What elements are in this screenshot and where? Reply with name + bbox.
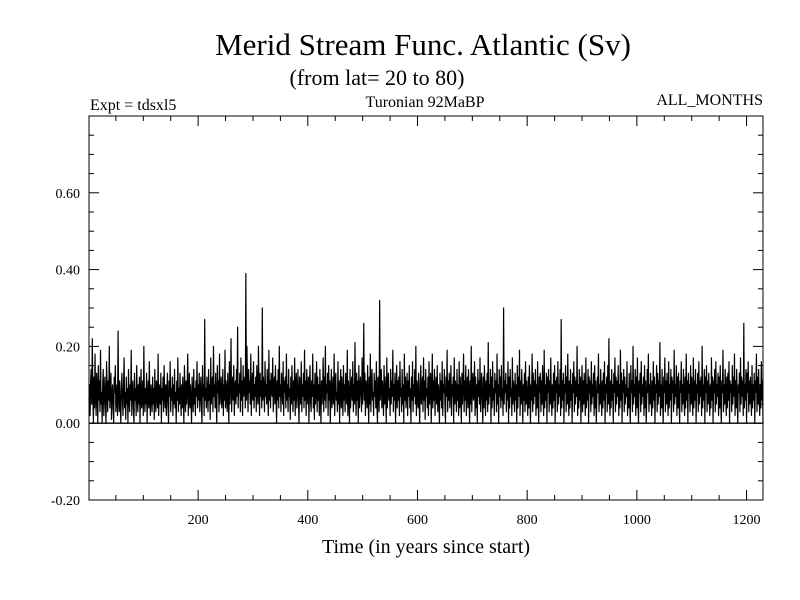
series-line — [88, 272, 764, 424]
y-tick-label: -0.20 — [51, 494, 80, 509]
x-tick-label: 600 — [407, 513, 428, 528]
chart-title: Merid Stream Func. Atlantic (Sv) — [215, 27, 631, 62]
chart-subtitle: (from lat= 20 to 80) — [290, 65, 465, 90]
x-tick-label: 200 — [188, 513, 209, 528]
y-tick-label: 0.20 — [56, 340, 81, 355]
x-tick-label: 1000 — [623, 513, 651, 528]
axis-ticks — [89, 116, 763, 500]
y-tick-label: 0.40 — [56, 264, 81, 279]
x-axis-label: Time (in years since start) — [322, 536, 530, 558]
axis-tick-labels: 200 400 600 800 1000 1200 -0.20 0.00 0.20 0.40 0.6… — [51, 187, 761, 528]
y-tick-label: 0.60 — [56, 187, 81, 202]
plot-frame — [88, 115, 764, 501]
x-tick-label: 400 — [297, 513, 318, 528]
x-tick-label: 1200 — [733, 513, 761, 528]
period-label: Turonian 92MaBP — [366, 94, 485, 111]
experiment-label: Expt = tdsxl5 — [90, 97, 176, 114]
x-tick-label: 800 — [517, 513, 538, 528]
months-label: ALL_MONTHS — [656, 92, 763, 109]
y-tick-label: 0.00 — [56, 417, 81, 432]
